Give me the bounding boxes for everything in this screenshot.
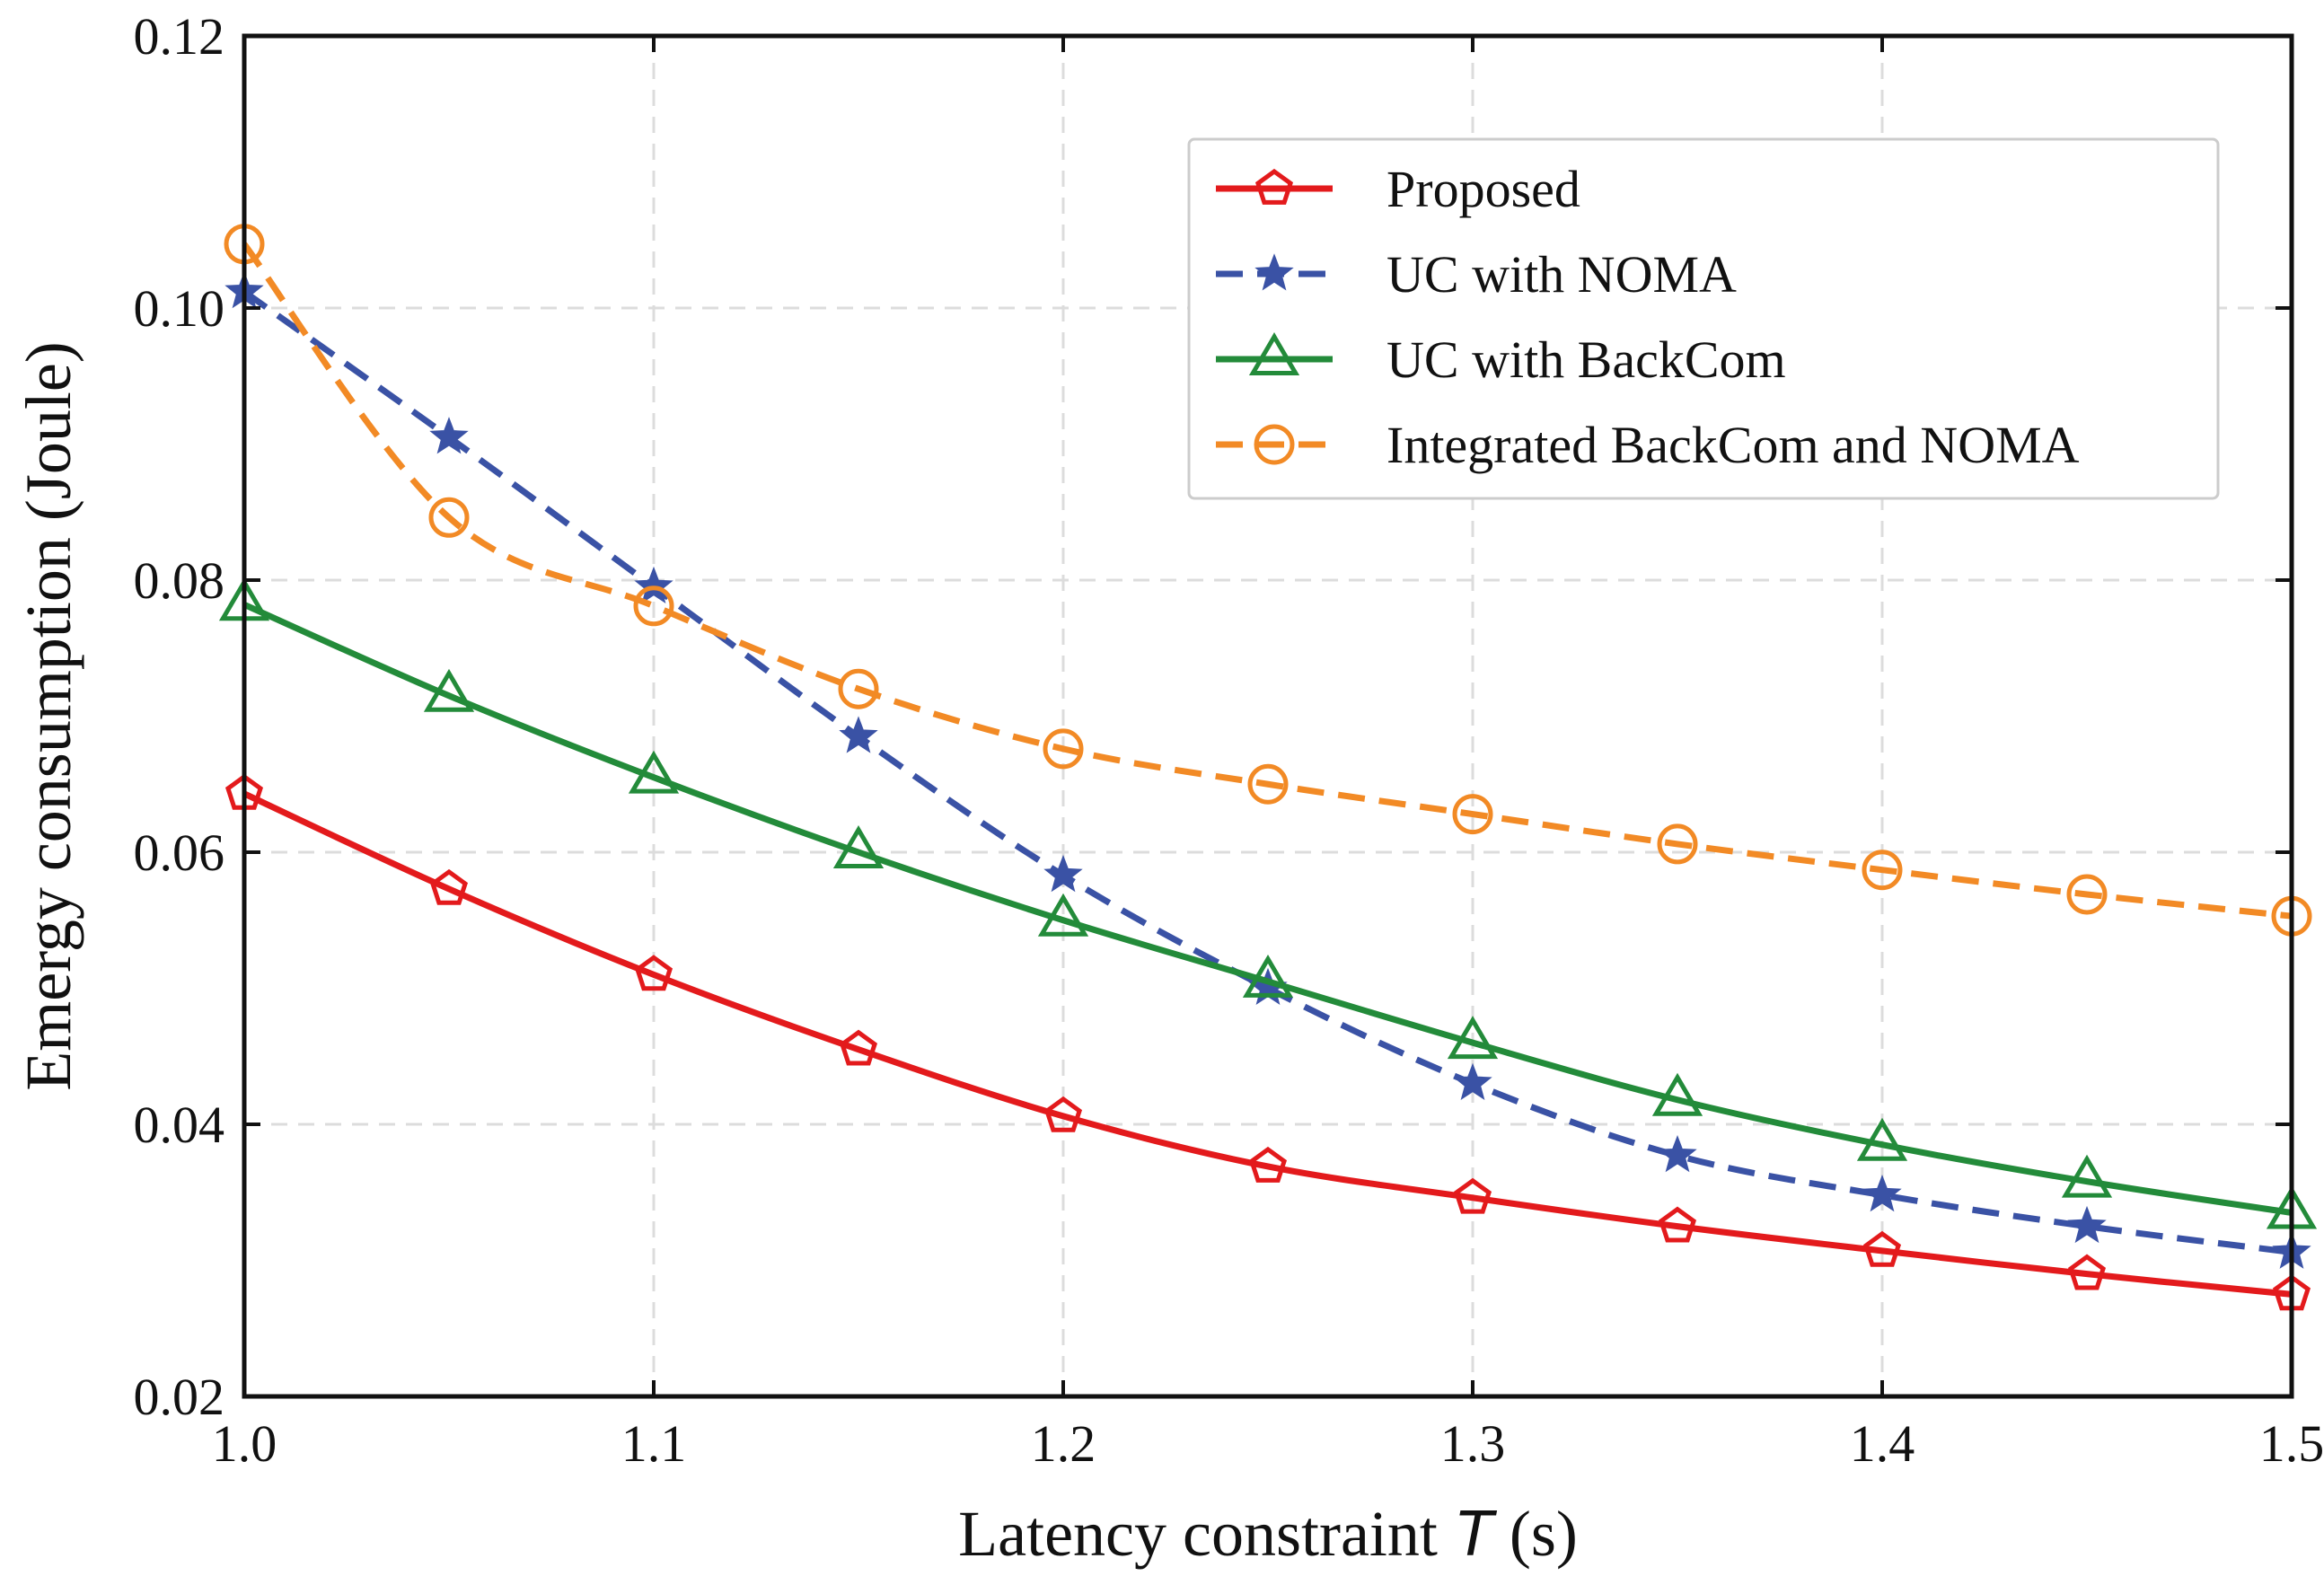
- data-point-integrated-backcom-and-noma: [1452, 794, 1493, 835]
- data-point-integrated-backcom-and-noma: [1862, 850, 1903, 891]
- axis-ticks: [242, 34, 2293, 1398]
- series-line-proposed: [242, 790, 2293, 1298]
- series-line-integrated-backcom-and-noma: [242, 242, 2293, 920]
- legend-label: UC with NOMA: [1386, 245, 1737, 304]
- data-point-integrated-backcom-and-noma: [1043, 728, 1084, 770]
- data-point-uc-with-noma: [1658, 1135, 1697, 1173]
- data-point-proposed: [634, 955, 673, 991]
- y-tick-label: 0.02: [134, 1368, 225, 1426]
- data-point-uc-with-noma: [1862, 1174, 1902, 1212]
- legend: Proposed UC with NOMA UC with BackCom Integ…: [1187, 137, 2220, 500]
- data-point-integrated-backcom-and-noma: [2066, 874, 2108, 915]
- plot-frame: [242, 33, 2294, 1399]
- legend-label: UC with BackCom: [1386, 330, 1786, 389]
- legend-entry-uc-with-noma: UC with NOMA: [1216, 245, 1737, 304]
- data-point-uc-with-backcom: [1856, 1117, 1908, 1161]
- data-point-uc-with-noma: [634, 566, 673, 604]
- data-point-proposed: [1043, 1096, 1083, 1132]
- data-point-proposed: [1862, 1230, 1902, 1267]
- data-point-integrated-backcom-and-noma: [1247, 763, 1289, 805]
- legend-marker: [1254, 424, 1295, 465]
- data-point-proposed: [429, 868, 469, 905]
- y-tick-label: 0.08: [134, 551, 225, 610]
- x-tick-label: 1.2: [1031, 1414, 1096, 1473]
- x-tick-label: 1.4: [1850, 1414, 1915, 1473]
- data-point-uc-with-backcom: [2061, 1154, 2113, 1198]
- y-tick-label: 0.04: [134, 1096, 225, 1154]
- x-tick-label: 1.3: [1440, 1414, 1506, 1473]
- data-point-proposed: [1453, 1177, 1492, 1214]
- data-point-uc-with-backcom: [628, 750, 680, 794]
- legend-entry-proposed: Proposed: [1216, 160, 1580, 218]
- x-axis-title-variable: T: [1454, 1498, 1498, 1570]
- x-axis-title: Latency constraint T (s): [958, 1498, 1578, 1570]
- data-point-proposed: [2067, 1254, 2107, 1290]
- legend-entry-uc-with-backcom: UC with BackCom: [1216, 330, 1786, 389]
- x-axis-title-prefix: Latency constraint: [958, 1498, 1454, 1570]
- plot-series: [218, 224, 2318, 1311]
- series-proposed: [224, 773, 2311, 1311]
- legend-box: [1187, 137, 2220, 500]
- y-tick-label: 0.10: [134, 279, 225, 338]
- x-tick-label: 1.0: [212, 1414, 277, 1473]
- x-tick-label: 1.5: [2259, 1414, 2324, 1473]
- data-point-proposed: [1248, 1146, 1288, 1183]
- data-point-uc-with-backcom: [1447, 1016, 1499, 1060]
- legend-marker: [1254, 253, 1294, 291]
- data-point-integrated-backcom-and-noma: [633, 585, 674, 627]
- legend-entry-integrated-backcom-and-noma: Integrated BackCom and NOMA: [1216, 416, 2080, 474]
- y-tick-label: 0.06: [134, 823, 225, 882]
- data-point-integrated-backcom-and-noma: [1657, 823, 1698, 865]
- y-tick-label: 0.12: [134, 7, 225, 66]
- data-point-uc-with-noma: [429, 417, 469, 454]
- legend-label: Integrated BackCom and NOMA: [1386, 416, 2080, 474]
- data-point-integrated-backcom-and-noma: [838, 668, 879, 709]
- data-point-uc-with-noma: [1453, 1062, 1492, 1101]
- data-point-proposed: [1658, 1206, 1697, 1243]
- x-axis-title-suffix: (s): [1493, 1498, 1578, 1570]
- legend-marker: [1254, 168, 1294, 205]
- y-axis-title: Emergy consumption (Joule): [13, 341, 84, 1091]
- data-point-uc-with-backcom: [1037, 893, 1089, 937]
- x-tick-label: 1.1: [621, 1414, 687, 1473]
- data-point-uc-with-backcom: [423, 668, 475, 712]
- data-point-uc-with-noma: [2067, 1205, 2107, 1244]
- legend-marker: [1248, 332, 1300, 375]
- tick-labels: 1.0 1.1 1.2 1.3 1.4 1.5 0.02 0.04 0.06 0.08 0.10 0.…: [134, 7, 2324, 1473]
- data-point-uc-with-backcom: [832, 825, 885, 868]
- data-point-uc-with-backcom: [1242, 954, 1294, 998]
- data-point-uc-with-noma: [839, 716, 878, 753]
- data-point-uc-with-backcom: [1651, 1072, 1703, 1116]
- data-point-integrated-backcom-and-noma: [428, 497, 470, 538]
- data-point-uc-with-noma: [1043, 854, 1083, 893]
- series-line-uc-with-backcom: [242, 602, 2293, 1216]
- data-point-proposed: [839, 1029, 878, 1066]
- series-uc-with-backcom: [218, 577, 2318, 1229]
- legend-label: Proposed: [1386, 160, 1580, 218]
